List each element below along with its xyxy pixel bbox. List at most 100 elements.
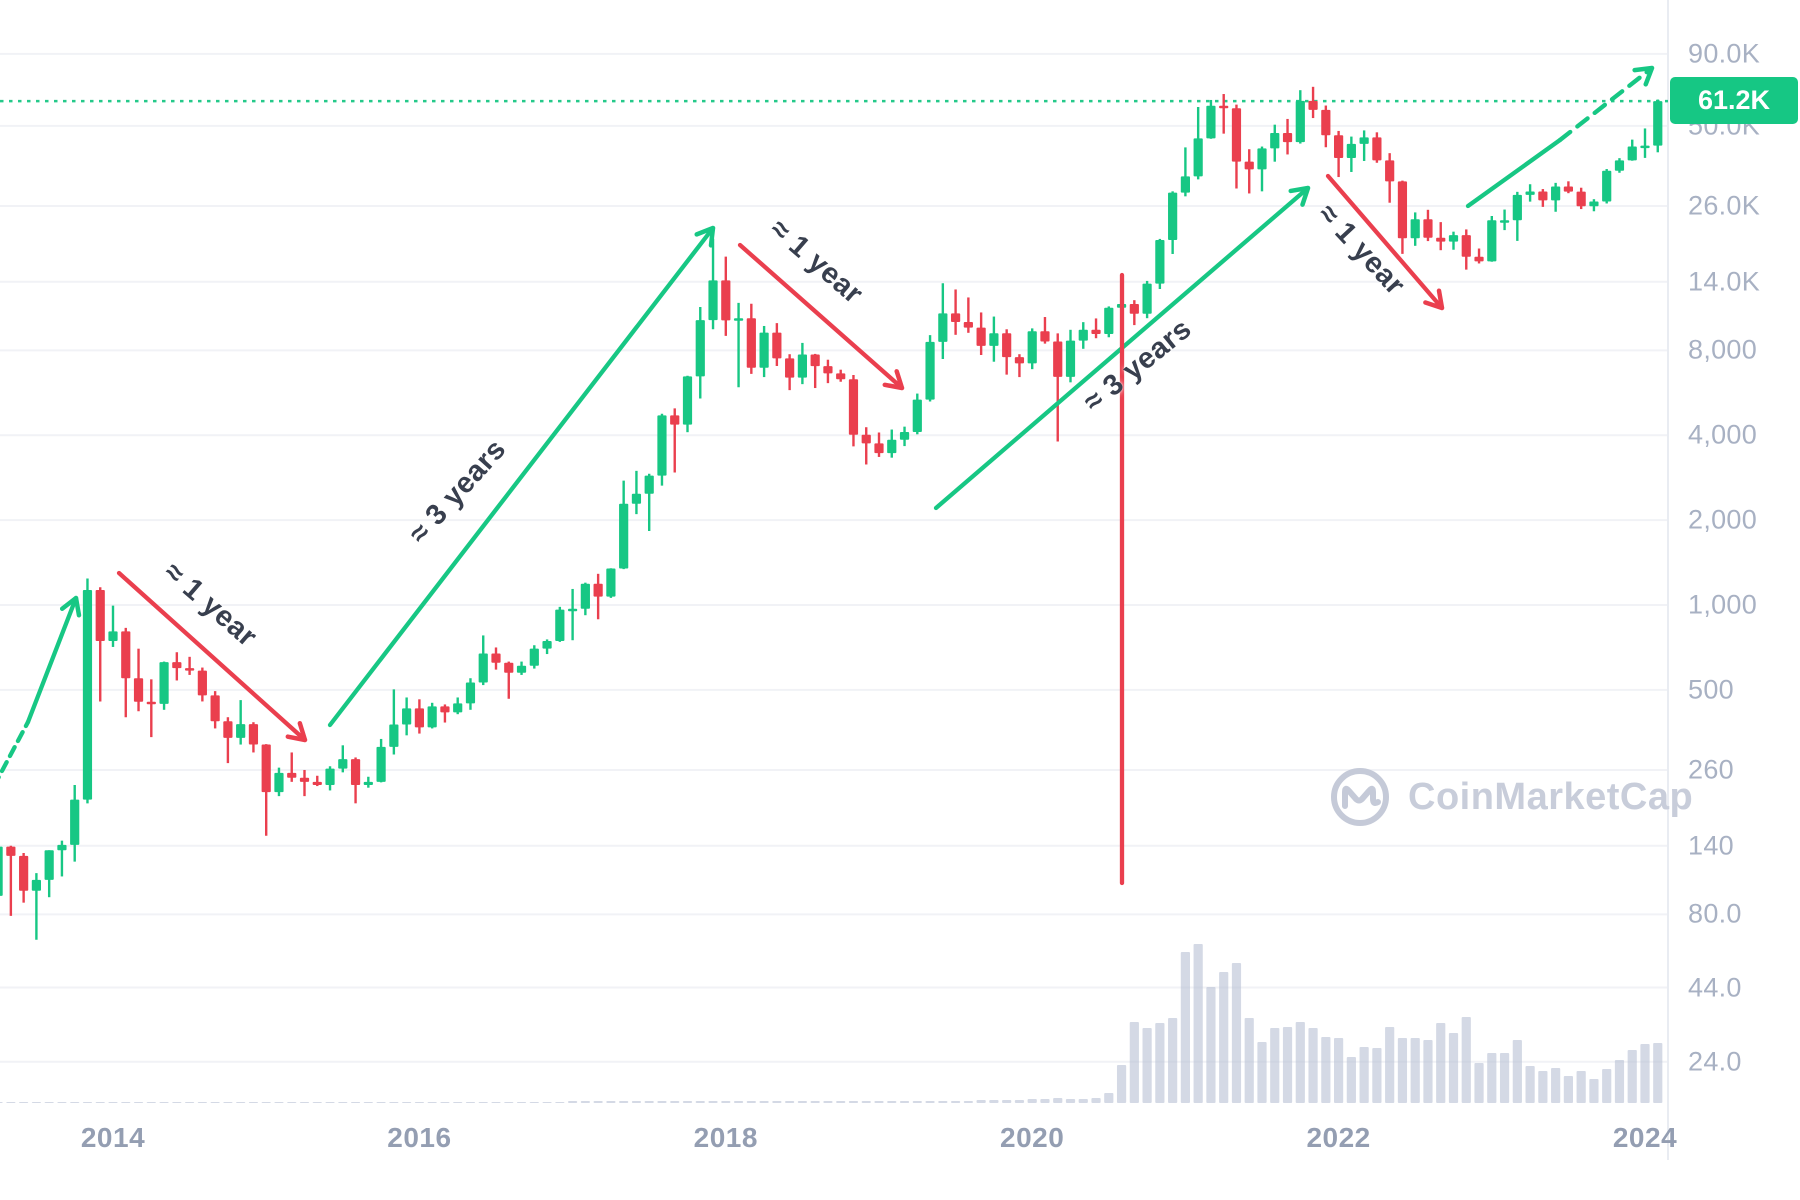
candle-body	[376, 746, 386, 782]
candle-body	[44, 850, 54, 880]
candle-body	[772, 332, 782, 359]
candle-body	[287, 772, 297, 778]
volume-bar	[248, 1102, 259, 1103]
candle-body	[1614, 160, 1625, 171]
annotation-arrow	[737, 242, 905, 391]
candle-body	[363, 781, 373, 785]
volume-bar	[1002, 1100, 1012, 1103]
volume-bar	[1448, 1033, 1459, 1103]
volume-bar	[1065, 1099, 1076, 1103]
volume-bar	[504, 1102, 514, 1103]
candle-body	[1308, 100, 1318, 110]
volume-bar	[644, 1101, 654, 1103]
price-axis-label: 24.0	[1688, 1046, 1742, 1077]
price-axis-label: 26.0K	[1688, 190, 1761, 221]
candle-body	[529, 648, 539, 666]
volume-bar	[440, 1102, 450, 1103]
candle-body	[836, 373, 846, 380]
watermark-text: CoinMarketCap	[1408, 775, 1694, 818]
price-axis-label: 4,000	[1688, 419, 1758, 450]
candle-body	[542, 641, 552, 649]
annotation-arrow	[327, 225, 716, 728]
candle-body	[925, 341, 935, 400]
candle-body	[1627, 146, 1637, 161]
volume-bar	[516, 1102, 527, 1103]
price-axis-label: 90.0K	[1688, 38, 1761, 69]
volume-bar	[682, 1101, 693, 1103]
candle-body	[631, 493, 642, 504]
candle-body	[1206, 105, 1216, 139]
candle-body	[338, 759, 348, 769]
candle-body	[1448, 235, 1459, 242]
volume-bar	[287, 1102, 297, 1103]
candle-body	[95, 590, 105, 642]
candle-body	[1410, 219, 1420, 239]
volume-bar	[1563, 1076, 1573, 1103]
candle-body	[721, 280, 731, 321]
volume-bar	[210, 1102, 220, 1103]
coinmarketcap-logo-icon	[1331, 768, 1389, 826]
volume-bar	[19, 1102, 29, 1103]
volume-bar	[568, 1101, 578, 1103]
candle-body	[682, 376, 693, 425]
candle-body	[644, 475, 654, 494]
annotation-arrow	[1325, 173, 1445, 311]
volume-bar	[133, 1102, 144, 1103]
year-axis-label: 2020	[1000, 1122, 1065, 1153]
candle-body	[1065, 340, 1076, 377]
candle-body	[427, 706, 437, 728]
volume-bar	[57, 1102, 67, 1103]
coinmarketcap-watermark: CoinMarketCap	[1330, 766, 1693, 828]
volume-bar	[606, 1101, 616, 1103]
volume-bar	[1155, 1023, 1165, 1103]
volume-bar	[95, 1102, 105, 1103]
volume-bar	[312, 1102, 322, 1103]
volume-bar	[491, 1102, 501, 1103]
year-axis-label: 2016	[387, 1122, 452, 1153]
candle-body	[670, 415, 680, 425]
price-axis-label: 44.0	[1688, 972, 1742, 1003]
annotation-arrow	[1557, 65, 1655, 143]
candle-body	[1397, 181, 1408, 239]
candle-body	[1436, 237, 1446, 242]
candle-body	[6, 846, 16, 856]
current-price-value: 61.2K	[1697, 85, 1771, 115]
volume-bar	[619, 1101, 629, 1103]
candle-body	[108, 631, 118, 642]
price-axis-label: 1,000	[1688, 589, 1758, 620]
volume-bar	[1359, 1047, 1369, 1103]
volume-bar	[1423, 1040, 1433, 1103]
candle-body	[1602, 170, 1612, 202]
candle-body	[504, 662, 514, 673]
annotation-arrow	[0, 719, 31, 780]
candle-body	[350, 759, 361, 785]
volume-bar	[938, 1101, 948, 1103]
price-axis-label: 80.0	[1688, 898, 1742, 929]
volume-bar	[299, 1102, 310, 1103]
volume-bar	[1282, 1027, 1293, 1103]
volume-bar	[772, 1101, 782, 1103]
volume-bar	[670, 1101, 680, 1103]
candle-body	[389, 724, 399, 747]
volume-bar	[836, 1101, 846, 1103]
candle-body	[133, 678, 144, 702]
candle-body	[159, 662, 169, 704]
candle-body	[938, 313, 948, 342]
volume-bar	[1461, 1017, 1471, 1103]
volume-bar	[899, 1101, 910, 1103]
candle-body	[810, 354, 820, 367]
gridlines	[0, 0, 1669, 1160]
volume-bar	[1397, 1038, 1408, 1103]
candle-body	[1193, 138, 1203, 177]
volume-bars	[0, 944, 1663, 1103]
volume-bar	[733, 1101, 744, 1103]
year-axis-label: 2022	[1306, 1122, 1371, 1153]
volume-bar	[1614, 1060, 1625, 1103]
volume-bar	[427, 1102, 437, 1103]
candle-body	[785, 358, 795, 378]
volume-bar	[1512, 1040, 1522, 1103]
candle-body	[1423, 219, 1433, 238]
volume-bar	[1499, 1053, 1510, 1103]
